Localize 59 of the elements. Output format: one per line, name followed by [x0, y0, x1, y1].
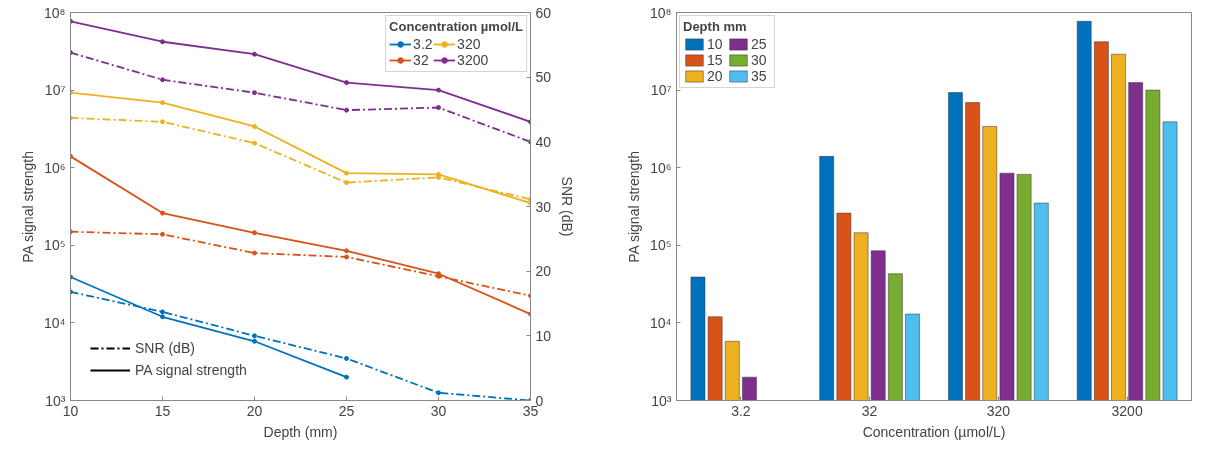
y2-axis-title: SNR (dB) [559, 176, 576, 237]
y2-tick-label: 40 [535, 133, 552, 150]
x-tick-label: 3200 [1111, 402, 1143, 419]
annotation: SNR (dB) [135, 340, 195, 356]
x-tick-label: 320 [986, 402, 1011, 419]
point [252, 338, 257, 344]
point [252, 123, 257, 129]
y-tick-label: 10³ [651, 392, 672, 409]
y2-tick-label: 50 [535, 69, 552, 86]
y-tick-label: 10⁵ [44, 237, 66, 254]
point [252, 230, 257, 236]
x-tick-label: 20 [246, 402, 263, 419]
y-tick-label: 10⁶ [44, 159, 66, 176]
point [252, 51, 257, 57]
point [344, 170, 349, 176]
legend-label: 320 [457, 36, 481, 52]
x-tick-label: 32 [861, 402, 878, 419]
legend-label: 32 [413, 52, 430, 68]
y-tick-label: 10⁶ [650, 159, 672, 176]
x-tick-label: 15 [154, 402, 171, 419]
y2-tick-label: 20 [535, 263, 552, 280]
x-tick-label: 25 [338, 402, 355, 419]
x-axis-title: Depth (mm) [263, 423, 338, 440]
legend-label: 3200 [457, 52, 489, 68]
y-tick-label: 10⁴ [649, 314, 672, 331]
y-tick-label: 10⁷ [650, 82, 672, 99]
legend-label: 35 [751, 68, 768, 84]
x-tick-label: 3.2 [731, 402, 751, 419]
y-tick-label: 10⁸ [44, 4, 66, 21]
point [344, 80, 349, 86]
y-tick-label: 10⁵ [650, 237, 672, 254]
legend-label: 15 [707, 52, 724, 68]
legend-label: 30 [751, 52, 768, 68]
legend-label: 3.2 [413, 36, 434, 52]
x-axis-title: Concentration (µmol/L) [862, 423, 1006, 440]
x-tick-label: 10 [62, 402, 79, 419]
point [436, 87, 441, 93]
y2-tick-label: 10 [535, 327, 552, 344]
point [344, 248, 349, 254]
y2-tick-label: 60 [535, 4, 552, 21]
point [160, 210, 165, 216]
point [160, 314, 165, 320]
y2-tick-label: 30 [535, 198, 552, 215]
legend-title: Depth mm [683, 19, 748, 34]
y-axis-title: PA signal strength [625, 150, 642, 263]
legend-title: Concentration µmol/L [389, 19, 523, 34]
legend-label: 25 [751, 36, 768, 52]
point [344, 374, 349, 380]
legend-label: 20 [707, 68, 724, 84]
y-tick-label: 10⁷ [44, 82, 66, 99]
point [160, 39, 165, 45]
y-tick-label: 10⁸ [650, 4, 672, 21]
legend-label: 10 [707, 36, 724, 52]
y-axis-title: PA signal strength [19, 150, 36, 263]
point [160, 100, 165, 106]
annotation: PA signal strength [135, 362, 247, 378]
y-tick-label: 10⁴ [43, 314, 66, 331]
x-tick-label: 30 [430, 402, 447, 419]
y2-tick-label: 0 [535, 392, 544, 409]
